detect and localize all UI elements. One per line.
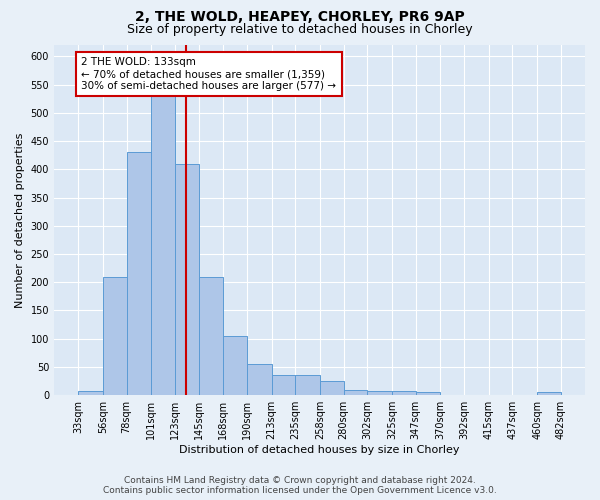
Bar: [199, 276, 223, 395]
Bar: [416, 392, 440, 395]
Text: 2 THE WOLD: 133sqm
← 70% of detached houses are smaller (1,359)
30% of semi-deta: 2 THE WOLD: 133sqm ← 70% of detached hou…: [82, 58, 337, 90]
Text: 2, THE WOLD, HEAPEY, CHORLEY, PR6 9AP: 2, THE WOLD, HEAPEY, CHORLEY, PR6 9AP: [135, 10, 465, 24]
Bar: [320, 381, 344, 395]
Bar: [103, 276, 127, 395]
X-axis label: Distribution of detached houses by size in Chorley: Distribution of detached houses by size …: [179, 445, 460, 455]
Bar: [247, 364, 272, 395]
Bar: [78, 390, 103, 395]
Y-axis label: Number of detached properties: Number of detached properties: [15, 132, 25, 308]
Bar: [367, 390, 392, 395]
Bar: [272, 376, 295, 395]
Bar: [223, 336, 247, 395]
Text: Size of property relative to detached houses in Chorley: Size of property relative to detached ho…: [127, 22, 473, 36]
Bar: [151, 90, 175, 395]
Bar: [175, 164, 199, 395]
Bar: [537, 392, 561, 395]
Bar: [295, 376, 320, 395]
Text: Contains HM Land Registry data © Crown copyright and database right 2024.
Contai: Contains HM Land Registry data © Crown c…: [103, 476, 497, 495]
Bar: [127, 152, 151, 395]
Bar: [344, 390, 367, 395]
Bar: [392, 390, 416, 395]
